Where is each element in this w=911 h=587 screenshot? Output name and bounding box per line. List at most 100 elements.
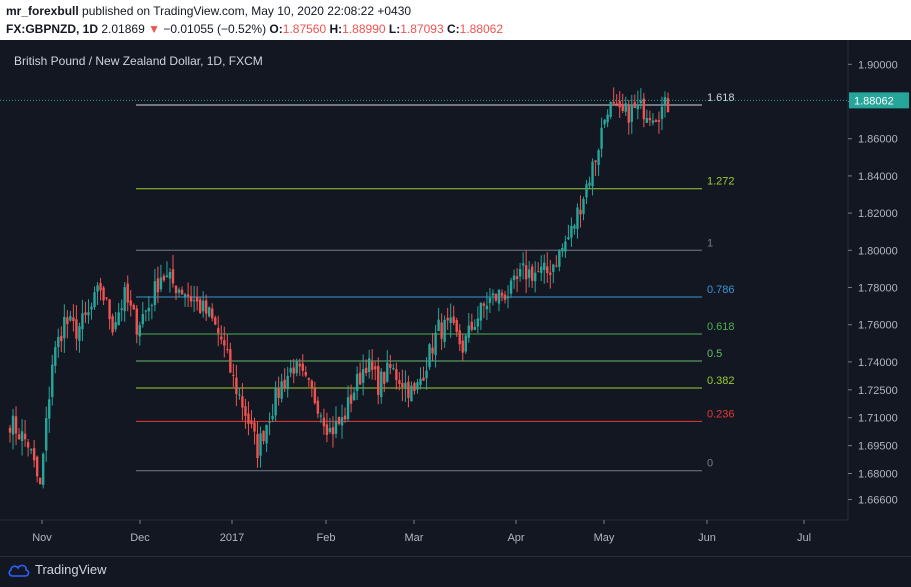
candle-body (328, 428, 332, 433)
candle-body (108, 299, 111, 320)
price-tick-label: 1.74000 (858, 357, 898, 369)
candle-body (217, 328, 220, 334)
candle-body (69, 316, 72, 321)
price-tick-label: 1.86000 (858, 134, 898, 146)
candle-body (283, 379, 286, 388)
candle-body (383, 372, 386, 384)
low-value: 1.87093 (400, 22, 444, 36)
candle-body (289, 368, 292, 373)
high-value: 1.88990 (342, 22, 386, 36)
candle-body (201, 300, 205, 312)
candle-body (374, 366, 377, 370)
candle-body (340, 417, 344, 426)
candle-body (8, 427, 12, 433)
candle-body (226, 349, 229, 351)
candle-body (585, 184, 588, 198)
candle-body (120, 308, 123, 311)
candle-body (491, 293, 495, 296)
candle-body (654, 120, 658, 122)
candle-body (431, 347, 434, 354)
candle-body (367, 358, 371, 373)
candle-body (141, 314, 145, 325)
candle-body (20, 431, 24, 442)
price-tick-label: 1.71000 (858, 413, 898, 425)
candle-body (123, 287, 126, 312)
candle-body (126, 283, 129, 303)
candle-body (470, 321, 474, 330)
publish-header: mr_forexbull published on TradingView.co… (0, 0, 911, 40)
candle-body (247, 413, 250, 424)
candle-body (235, 377, 238, 394)
candle-body (180, 289, 184, 295)
candle-body (35, 456, 39, 477)
candle-body (96, 285, 99, 292)
candle-body (488, 297, 492, 303)
price-tick-label: 1.84000 (858, 171, 898, 183)
candle-body (84, 312, 87, 315)
candle-body (337, 417, 341, 424)
candle-body (295, 360, 298, 374)
candle-body (355, 374, 359, 391)
chart-area[interactable] (0, 40, 911, 560)
candle-body (603, 119, 606, 125)
footer (0, 556, 911, 587)
candle-body (81, 313, 84, 330)
candle-body (434, 332, 437, 356)
candle-body (90, 306, 93, 310)
candle-body (298, 363, 301, 367)
tradingview-logo[interactable]: TradingView (8, 562, 107, 577)
candle-body (482, 303, 486, 306)
candle-body (171, 269, 175, 284)
candlestick-chart[interactable]: 1.900001.880001.860001.840001.820001.800… (0, 40, 911, 556)
candle-body (280, 381, 283, 399)
candle-body (325, 424, 329, 435)
candle-body (413, 383, 416, 391)
fib-level-label: 0.786 (707, 284, 735, 296)
candle-body (452, 316, 455, 323)
candle-body (561, 247, 564, 252)
price-tick-label: 1.82000 (858, 208, 898, 220)
candle-body (42, 453, 45, 485)
candle-body (401, 382, 404, 388)
candle-body (527, 269, 531, 278)
symbol-label: FX:GBPNZD, 1D (6, 22, 99, 36)
candle-body (319, 415, 323, 417)
candle-body (651, 120, 655, 123)
price-axis (848, 40, 911, 556)
candle-body (72, 317, 75, 322)
candle-body (576, 207, 579, 229)
last-price: 2.01869 (101, 22, 145, 36)
candle-body (349, 394, 353, 404)
candle-body (232, 375, 235, 377)
price-tick-label: 1.72500 (858, 385, 898, 397)
candle-body (428, 344, 431, 368)
candle-body (386, 362, 389, 382)
candle-body (138, 325, 141, 337)
tradingview-logo-text: TradingView (35, 562, 107, 577)
candle-body (211, 308, 214, 319)
candle-body (253, 422, 256, 432)
candle-body (639, 100, 643, 104)
time-tick-label: Mar (405, 532, 424, 544)
candle-body (45, 418, 48, 451)
candle-body (564, 241, 567, 252)
open-value: 1.87560 (282, 22, 327, 36)
fib-level-label: 1.618 (707, 92, 735, 104)
fib-level-label: 1.272 (707, 176, 735, 188)
candle-body (416, 382, 419, 390)
candle-body (404, 382, 407, 388)
candle-body (346, 397, 350, 420)
candle-body (316, 400, 320, 414)
candle-body (497, 289, 501, 304)
low-label: L: (388, 22, 401, 36)
candle-body (567, 237, 570, 240)
candle-body (48, 399, 51, 419)
candle-body (307, 378, 311, 380)
candle-body (540, 266, 543, 273)
candle-body (582, 199, 585, 214)
candle-body (570, 225, 573, 238)
author-name[interactable]: mr_forexbull (6, 4, 79, 18)
candle-body (189, 296, 193, 302)
candle-body (343, 415, 347, 420)
candle-body (14, 416, 18, 434)
